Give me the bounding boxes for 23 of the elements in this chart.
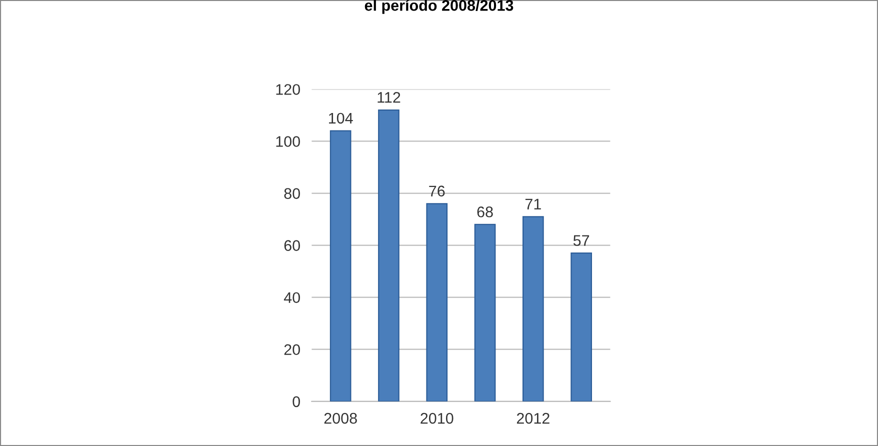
bar xyxy=(570,252,592,402)
data-label: 68 xyxy=(477,206,493,218)
y-tick-label: 100 xyxy=(276,136,300,147)
data-label: 104 xyxy=(329,112,353,124)
x-tick-label: 2012 xyxy=(516,412,550,424)
bar xyxy=(426,203,448,402)
bar xyxy=(474,224,496,402)
bar xyxy=(378,109,400,402)
y-tick-label: 20 xyxy=(284,344,300,356)
chart-title: el período 2008/2013 xyxy=(364,0,514,14)
bar xyxy=(330,130,352,402)
data-label: 112 xyxy=(378,92,400,103)
y-tick-label: 60 xyxy=(284,240,300,251)
data-label: 57 xyxy=(573,235,590,246)
y-tick-label: 40 xyxy=(284,292,300,304)
data-label: 76 xyxy=(429,186,445,196)
x-tick-label: 2010 xyxy=(420,412,454,424)
y-tick-label: 120 xyxy=(276,84,300,95)
data-label: 71 xyxy=(525,198,541,210)
x-tick-label: 2008 xyxy=(324,412,357,424)
y-tick-label: 0 xyxy=(292,396,300,408)
bar xyxy=(522,216,544,402)
y-tick-label: 80 xyxy=(284,188,300,199)
